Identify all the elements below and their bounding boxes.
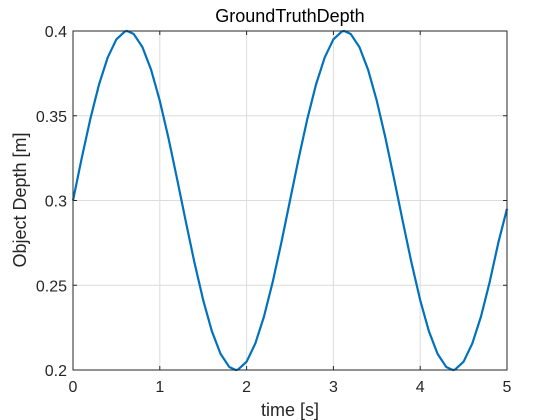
- x-tick-label: 3: [329, 379, 338, 396]
- chart-title: GroundTruthDepth: [215, 6, 364, 26]
- x-tick-label: 4: [416, 379, 425, 396]
- y-tick-labels: 0.2 0.25 0.3 0.35 0.4: [36, 24, 67, 380]
- x-tick-label: 0: [69, 379, 78, 396]
- x-axis-label: time [s]: [261, 400, 319, 420]
- y-tick-label: 0.2: [45, 363, 67, 380]
- x-tick-labels: 0 1 2 3 4 5: [69, 379, 512, 396]
- plot-area: [71, 29, 509, 372]
- x-tick-label: 1: [155, 379, 164, 396]
- axis-ticks: [72, 30, 508, 371]
- series-line-depth: [71, 29, 509, 372]
- y-tick-label: 0.35: [36, 109, 67, 126]
- y-tick-label: 0.3: [45, 194, 67, 211]
- y-axis-label: Object Depth [m]: [10, 132, 30, 267]
- y-tick-label: 0.4: [45, 24, 67, 41]
- x-tick-label: 5: [503, 379, 512, 396]
- x-tick-label: 2: [242, 379, 251, 396]
- y-tick-label: 0.25: [36, 278, 67, 295]
